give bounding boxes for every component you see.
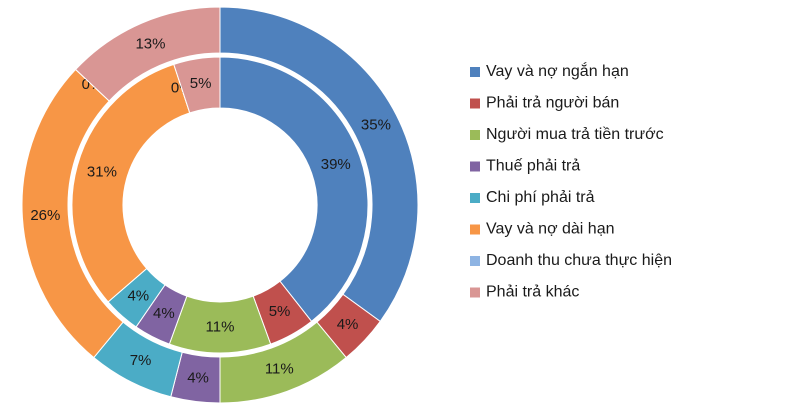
legend-label: Vay và nợ ngắn hạn xyxy=(486,61,629,80)
data-label: 11% xyxy=(206,318,235,335)
data-label: 31% xyxy=(87,163,117,180)
legend-label: Người mua trả tiền trước xyxy=(486,126,664,143)
data-label: 26% xyxy=(30,207,60,224)
data-label: 11% xyxy=(265,361,294,378)
legend-label: Thuế phải trả xyxy=(486,158,580,175)
legend-swatch xyxy=(470,224,480,235)
legend-swatch xyxy=(470,67,480,77)
data-label: 7% xyxy=(130,352,152,369)
legend-swatch xyxy=(470,193,480,203)
doughnut-segment xyxy=(219,6,419,323)
data-label: 4% xyxy=(187,370,209,387)
legend-swatch xyxy=(470,287,480,298)
data-label: 39% xyxy=(321,156,351,173)
legend-label: Phải trả người bán xyxy=(486,95,619,112)
legend-label: Vay và nợ dài hạn xyxy=(486,221,615,238)
legend-swatch xyxy=(470,256,480,266)
legend-label: Doanh thu chưa thực hiện xyxy=(486,252,672,269)
data-label: 4% xyxy=(127,287,149,304)
data-label: 5% xyxy=(190,75,212,92)
legend-swatch xyxy=(470,98,480,109)
data-label: 13% xyxy=(135,35,165,52)
data-label: 5% xyxy=(269,303,291,320)
data-label: 4% xyxy=(337,316,359,333)
data-label: 35% xyxy=(361,117,391,134)
doughnut-segment xyxy=(219,56,369,323)
data-label: 4% xyxy=(153,305,175,322)
legend-label: Phải trả khác xyxy=(486,284,579,301)
doughnut-segment xyxy=(173,56,221,114)
doughnut-segment xyxy=(71,63,191,303)
legend-label: Chi phí phải trả xyxy=(486,189,595,206)
legend-swatch xyxy=(470,161,480,172)
doughnut-segment xyxy=(74,6,221,102)
legend-swatch xyxy=(470,130,480,140)
